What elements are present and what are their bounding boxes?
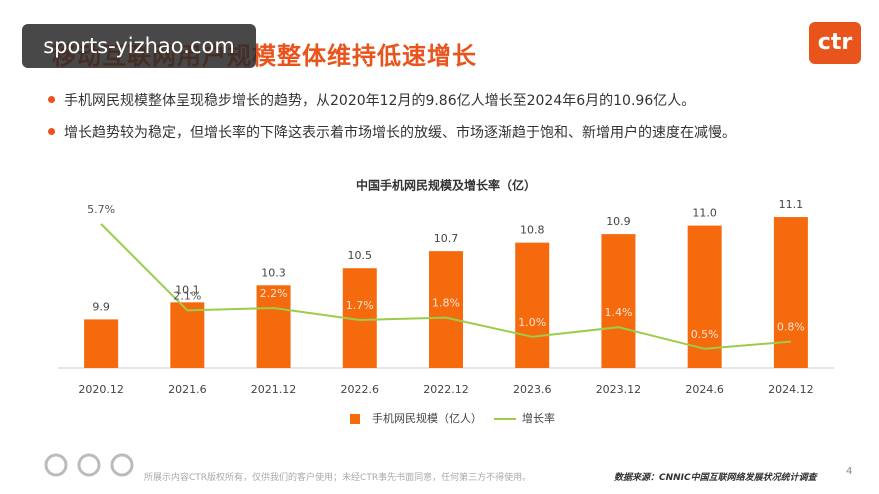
bar-value-label: 10.5 (348, 249, 373, 262)
bar (601, 234, 636, 368)
bar-value-label: 9.9 (92, 300, 110, 313)
watermark: sports-yizhao.com (22, 24, 256, 68)
copyright: 所展示内容CTR版权所有，仅供我们的客户使用；未经CTR事先书面同意，任何第三方… (144, 473, 532, 483)
bar (84, 319, 119, 368)
bar-value-label: 10.1 (175, 283, 200, 296)
line-value-label: 1.7% (346, 299, 374, 312)
x-tick-label: 2022.12 (423, 383, 469, 396)
chart-title: 中国手机网民规模及增长率（亿） (356, 178, 536, 193)
bar (170, 302, 205, 368)
bar-value-label: 10.7 (434, 232, 459, 245)
x-tick-label: 2020.12 (78, 383, 124, 396)
bar-value-label: 10.3 (261, 266, 286, 279)
x-tick-label: 2021.12 (251, 383, 297, 396)
line-value-label: 0.5% (691, 328, 719, 341)
x-tick-label: 2024.6 (685, 383, 724, 396)
line-value-label: 5.7% (87, 203, 115, 216)
logo: ctr (809, 22, 861, 64)
legend-label: 增长率 (522, 411, 555, 425)
legend-label: 手机网民规模（亿人） (372, 411, 482, 425)
line-value-label: 1.0% (518, 316, 546, 329)
growth-line (100, 223, 791, 350)
bar-value-label: 10.8 (520, 224, 545, 237)
bar (256, 285, 291, 368)
bar-value-label: 11.1 (779, 198, 804, 211)
line-value-label: 1.4% (604, 306, 632, 319)
bar-value-label: 10.9 (606, 215, 631, 228)
x-tick-label: 2021.6 (168, 383, 207, 396)
sgs-icons (44, 453, 134, 477)
x-tick-label: 2022.6 (341, 383, 380, 396)
bar (515, 242, 550, 368)
legend-swatch (350, 414, 360, 424)
bar (773, 217, 808, 368)
bar (687, 225, 722, 368)
line-value-label: 2.2% (260, 287, 288, 300)
bullet: 增长趋势较为稳定，但增长率的下降这表示着市场增长的放缓、市场逐渐趋于饱和、新增用… (48, 122, 736, 142)
source: 数据来源：CNNIC中国互联网络发展状况统计调查 (614, 473, 817, 483)
x-tick-label: 2023.12 (596, 383, 642, 396)
bullet: 手机网民规模整体呈现稳步增长的趋势，从2020年12月的9.86亿人增长至202… (48, 90, 736, 110)
bar (429, 251, 463, 368)
x-tick-label: 2024.12 (768, 383, 814, 396)
line-value-label: 0.8% (777, 321, 805, 334)
bar-value-label: 11.0 (692, 207, 717, 220)
line-value-label: 2.1% (173, 289, 201, 302)
x-tick-label: 2023.6 (513, 383, 552, 396)
page-number: 4 (846, 466, 853, 477)
bullet-list: 手机网民规模整体呈现稳步增长的趋势，从2020年12月的9.86亿人增长至202… (48, 90, 736, 154)
line-value-label: 1.8% (432, 297, 460, 310)
